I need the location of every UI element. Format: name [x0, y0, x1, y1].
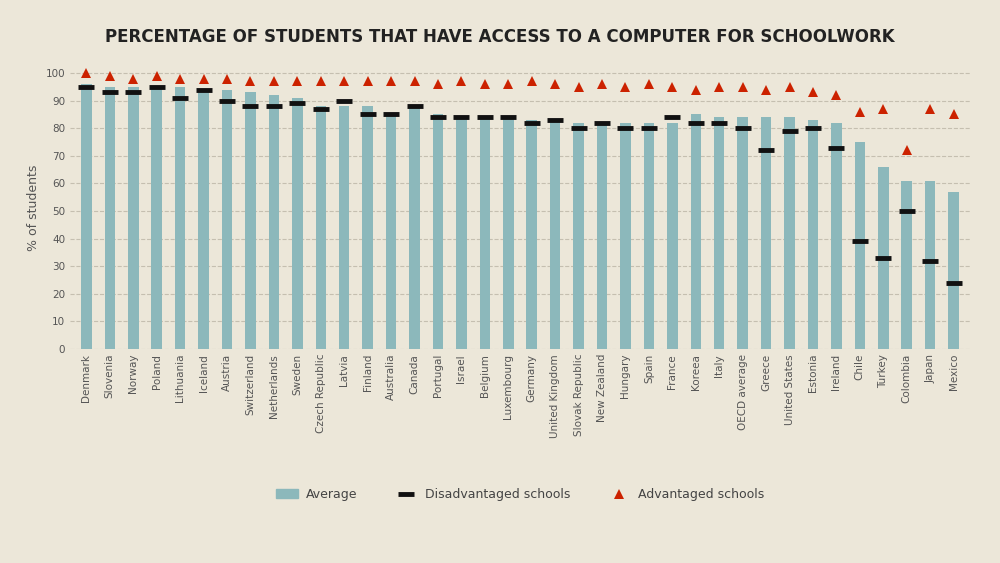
Bar	[386, 114, 396, 349]
Bar	[316, 106, 326, 349]
Bar	[597, 123, 607, 349]
Bar	[409, 106, 420, 349]
Bar	[573, 123, 584, 349]
Bar	[737, 117, 748, 349]
Bar	[691, 114, 701, 349]
Bar	[831, 123, 842, 349]
Bar	[339, 106, 349, 349]
Bar	[620, 123, 631, 349]
Legend: Average, Disadvantaged schools, Advantaged schools: Average, Disadvantaged schools, Advantag…	[271, 483, 769, 506]
Text: PERCENTAGE OF STUDENTS THAT HAVE ACCESS TO A COMPUTER FOR SCHOOLWORK: PERCENTAGE OF STUDENTS THAT HAVE ACCESS …	[105, 28, 895, 46]
Bar	[81, 84, 92, 349]
Bar	[245, 92, 256, 349]
Bar	[761, 117, 771, 349]
Bar	[503, 117, 514, 349]
Bar	[948, 192, 959, 349]
Bar	[550, 120, 560, 349]
Bar	[128, 87, 139, 349]
Bar	[925, 181, 935, 349]
Bar	[784, 117, 795, 349]
Bar	[878, 167, 889, 349]
Bar	[198, 90, 209, 349]
Bar	[808, 120, 818, 349]
Bar	[362, 106, 373, 349]
Bar	[105, 87, 115, 349]
Y-axis label: % of students: % of students	[27, 165, 40, 252]
Bar	[714, 117, 724, 349]
Bar	[480, 117, 490, 349]
Bar	[901, 181, 912, 349]
Bar	[855, 142, 865, 349]
Bar	[292, 98, 303, 349]
Bar	[644, 123, 654, 349]
Bar	[433, 114, 443, 349]
Bar	[269, 95, 279, 349]
Bar	[526, 120, 537, 349]
Bar	[667, 123, 678, 349]
Bar	[456, 117, 467, 349]
Bar	[151, 87, 162, 349]
Bar	[222, 90, 232, 349]
Bar	[175, 87, 185, 349]
